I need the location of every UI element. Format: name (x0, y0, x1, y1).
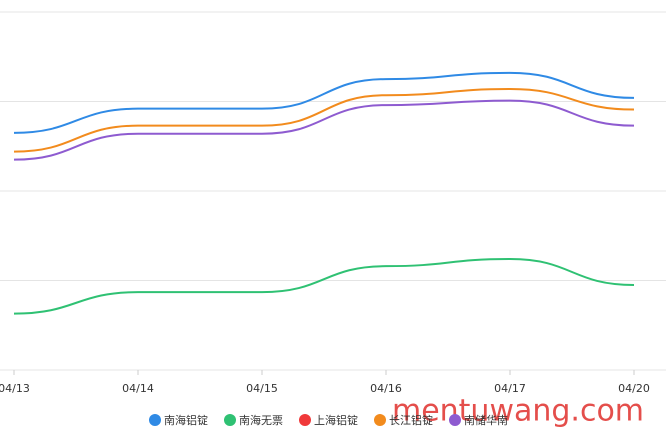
series-line (13, 258, 635, 315)
x-tick-label: 04/20 (618, 382, 650, 395)
legend-label: 上海铝锭 (314, 413, 358, 427)
legend-item[interactable]: 南储华南 (449, 413, 508, 427)
x-tick-label: 04/15 (246, 382, 278, 395)
legend-swatch (449, 414, 461, 426)
legend-item[interactable]: 长江铝锭 (374, 413, 433, 427)
legend-swatch (374, 414, 386, 426)
x-tick-label: 04/17 (494, 382, 526, 395)
legend-label: 南海铝锭 (164, 413, 208, 427)
series-line (13, 87, 635, 153)
series-line (13, 71, 635, 134)
x-tick-label: 04/13 (0, 382, 30, 395)
legend: 南海铝锭 南海无票 上海铝锭 长江铝锭 南储华南 (149, 413, 508, 427)
legend-item[interactable]: 上海铝锭 (299, 413, 358, 427)
series-line (13, 99, 635, 161)
legend-swatch (224, 414, 236, 426)
x-tick-label: 04/14 (122, 382, 154, 395)
legend-item[interactable]: 南海铝锭 (149, 413, 208, 427)
legend-swatch (299, 414, 311, 426)
legend-label: 南海无票 (239, 413, 283, 427)
legend-item[interactable]: 南海无票 (224, 413, 283, 427)
x-tick-label: 04/16 (370, 382, 402, 395)
plot: 04/13 04/14 04/15 04/16 04/17 04/20 (0, 11, 666, 395)
legend-label: 长江铝锭 (389, 413, 433, 427)
legend-label: 南储华南 (464, 413, 508, 427)
watermark: mentuwang.com (392, 394, 644, 429)
legend-swatch (149, 414, 161, 426)
